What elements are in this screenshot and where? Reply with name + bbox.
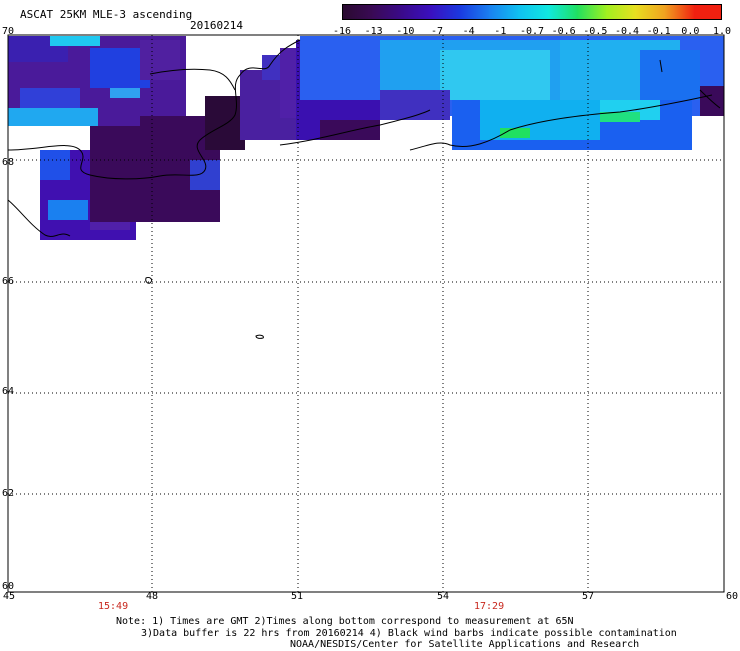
color-scale-segment [606,5,637,19]
coastline-northeast [659,59,721,109]
lat-label-66: 66 [2,276,15,287]
color-scale-segment [693,5,721,19]
map-date: 20160214 [190,19,243,32]
color-scale-label: -4 [462,26,475,37]
coastline-bay [149,68,236,91]
coastline-chain [279,109,431,146]
lon-label-51: 51 [291,591,304,602]
color-scale-segment [401,5,432,19]
color-scale-segment [547,5,578,19]
lon-label-57: 57 [582,591,595,602]
color-scale-segment [343,5,374,19]
swath-west [8,36,186,126]
color-scale-label: -0.4 [614,26,640,37]
color-scale-bar [342,4,722,20]
color-scale-segment [489,5,520,19]
lon-label-54: 54 [437,591,450,602]
color-scale-label: -0.1 [646,26,671,37]
color-scale-label: 0.0 [681,26,700,37]
color-scale-segment [635,5,666,19]
map-frame [7,34,725,593]
color-scale-label: -13 [364,26,383,37]
islet-west [145,277,153,284]
color-scale-label: -10 [396,26,415,37]
color-scale-segment [459,5,491,19]
lon-label-48: 48 [146,591,159,602]
coastline-east [409,94,713,151]
graticule [8,35,724,592]
lon-label-45: 45 [3,591,16,602]
color-scale-label: -0.7 [519,26,545,37]
color-scale-segment [664,5,695,19]
lat-label-62: 62 [2,488,15,499]
color-scale-label: -1 [494,26,507,37]
lat-label-64: 64 [2,386,15,397]
coastlines [7,39,721,339]
lat-label-60: 60 [2,581,15,592]
color-scale-label: 1.0 [712,26,732,37]
color-scale-label: -0.5 [583,26,608,37]
pass-time-west: 15:49 [98,601,129,612]
islet-south [255,334,264,339]
color-scale-segment [430,5,461,19]
color-scale-label: -16 [332,26,352,37]
lat-label-68: 68 [2,157,15,168]
swath-east [300,36,724,150]
lon-label-60: 60 [726,591,739,602]
map-title: ASCAT 25KM MLE-3 ascending [20,8,193,21]
color-scale-segment [372,5,403,19]
coastline-mainland [7,39,301,180]
coastline-south [7,199,71,237]
pass-time-east: 17:29 [474,601,505,612]
swath-southwest [40,116,220,240]
footnote-line-2: 3)Data buffer is 22 hrs from 20160214 4)… [141,628,677,639]
color-scale-segment [518,5,549,19]
color-scale-label: -0.6 [551,26,576,37]
footnote-credit: NOAA/NESDIS/Center for Satellite Applica… [290,639,640,650]
lat-label-70: 70 [2,26,15,37]
color-scale-label: -7 [430,26,444,37]
footnote-line-1: Note: 1) Times are GMT 2)Times along bot… [116,616,574,627]
color-scale-segment [576,5,608,19]
